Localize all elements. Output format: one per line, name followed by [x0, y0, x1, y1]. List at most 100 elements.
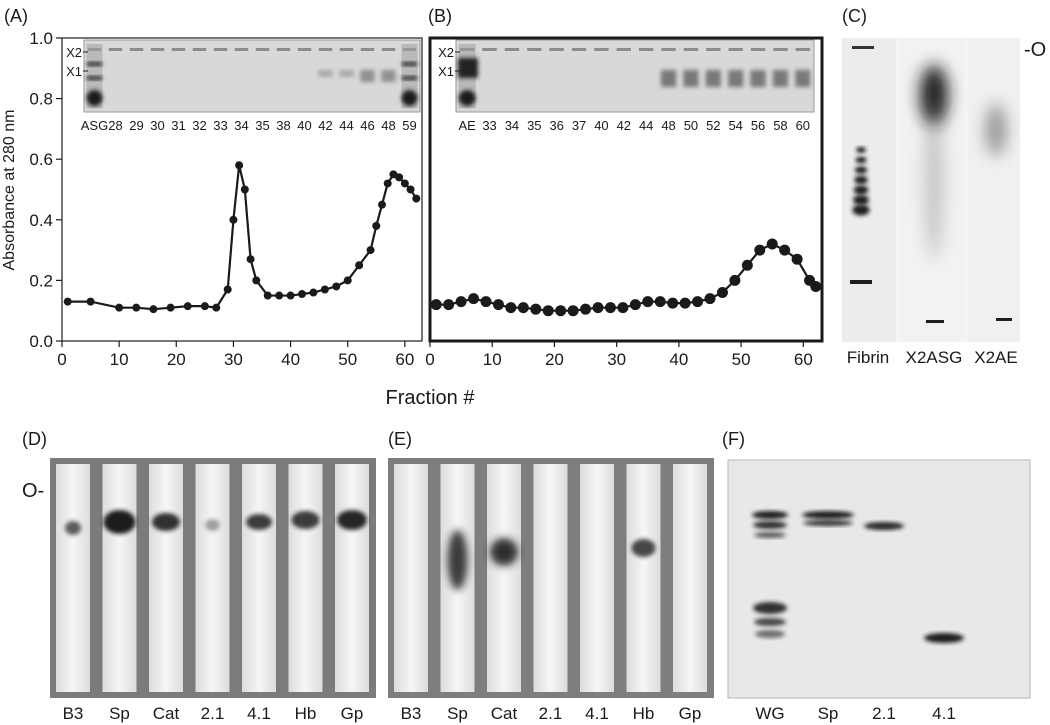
gel-strip	[673, 464, 707, 692]
data-point	[252, 276, 261, 285]
gel-f-bands	[752, 511, 964, 643]
data-point	[580, 303, 592, 315]
data-point	[286, 291, 295, 300]
gel-lane-label: 34	[505, 118, 519, 133]
gel-band	[246, 514, 272, 530]
data-point	[492, 299, 504, 311]
gel-band	[753, 521, 787, 529]
data-point	[212, 303, 221, 312]
gel-c-lane-labels: Fibrin X2ASG X2AE	[847, 348, 1018, 367]
gel-band	[855, 156, 867, 164]
chart-b: X2 X1 AE 33 34 35 36 37 40 42 44 48 50 52 54 56 58 60 0 10…	[425, 36, 824, 369]
gel-band-x2	[706, 48, 721, 51]
chart-a: X2 X1 ASG 28 29 30 31 32 33 34 35 38 40 42 44 46 48 59 0.…	[1, 29, 423, 369]
data-point	[542, 305, 554, 317]
data-point	[366, 246, 375, 255]
gel-strip	[533, 464, 568, 692]
gel-c-lane-x2ae	[968, 38, 1020, 342]
gel-band-x2	[381, 48, 396, 51]
data-point	[378, 200, 386, 209]
gel-band-x1	[318, 70, 333, 77]
x-tick-label: 30	[224, 350, 243, 369]
panel-label-f: (F)	[722, 429, 745, 449]
gel-band	[924, 633, 964, 643]
gel-band-x2	[661, 48, 676, 51]
gel-lane-label: Cat	[153, 704, 180, 723]
data-point	[617, 302, 629, 314]
gel-smear	[920, 65, 948, 125]
gel-lane-label: 44	[339, 118, 353, 133]
gel-lane-label: 29	[129, 118, 143, 133]
data-point	[517, 302, 529, 314]
gel-band-x2	[773, 48, 788, 51]
data-point	[567, 305, 579, 317]
gel-strip	[288, 464, 323, 692]
gel-lane-label: 2.1	[872, 704, 896, 723]
data-point	[704, 293, 716, 305]
gel-lane-label: 31	[171, 118, 185, 133]
gel-band-x1	[750, 70, 766, 87]
data-point	[505, 302, 517, 314]
gel-lane-label: Sp	[109, 704, 130, 723]
gel-band-x1	[660, 70, 677, 87]
data-point	[115, 303, 124, 312]
data-point	[183, 302, 192, 311]
gel-band-x2	[150, 48, 165, 51]
gel-lane-label: 48	[381, 118, 395, 133]
x-tick-label: 30	[607, 350, 626, 369]
gel-c-origin-label: -O	[1024, 39, 1046, 61]
gel-band-x2	[276, 48, 291, 51]
data-point	[468, 293, 480, 305]
gel-band	[926, 320, 944, 323]
gel-band-x2	[234, 48, 249, 51]
gel-c-lane-fibrin	[842, 38, 896, 342]
gel-lane-label: 33	[482, 118, 496, 133]
gel-band-x2	[297, 48, 312, 51]
gel-lane-label: B3	[401, 704, 422, 723]
gel-band-x2	[549, 48, 564, 51]
gel-lane-label: 4.1	[247, 704, 271, 723]
gel-lane-label: 35	[527, 118, 541, 133]
gel-lane-label: 35	[255, 118, 269, 133]
gel-band-x2	[171, 48, 186, 51]
data-point	[455, 296, 467, 308]
gel-lane-label: 59	[402, 118, 416, 133]
data-point	[320, 285, 329, 294]
y-tick-label: 0.4	[29, 211, 53, 230]
gel-band	[850, 280, 872, 284]
gel-band	[854, 175, 868, 185]
y-tick-label: 0.0	[29, 332, 53, 351]
gel-band	[458, 58, 478, 78]
chart-b-series	[430, 238, 822, 317]
data-point	[383, 179, 392, 188]
data-point	[729, 274, 741, 286]
gel-strip	[102, 464, 137, 692]
gel-band	[337, 510, 367, 530]
gel-marker-label-x2: X2	[66, 45, 82, 60]
chart-b-frame	[428, 36, 824, 343]
y-axis-label: Absorbance at 280 nm	[1, 110, 18, 271]
gel-band	[853, 195, 869, 205]
gel-strip	[394, 464, 428, 692]
y-tick-label: 1.0	[29, 29, 53, 48]
gel-lane-label: Hb	[295, 704, 317, 723]
gel-band	[755, 630, 785, 638]
gel-band	[996, 318, 1012, 321]
gel-c-lane-label: Fibrin	[847, 348, 890, 367]
gel-band	[205, 519, 220, 531]
gel-marker-label-x2: X2	[438, 45, 454, 60]
gel-band-x1	[339, 70, 354, 77]
data-point	[555, 305, 567, 317]
gel-band-x2	[213, 48, 228, 51]
gel-band	[152, 513, 180, 531]
gel-strip	[149, 464, 183, 692]
gel-strip	[487, 464, 521, 692]
gel-band	[852, 204, 870, 216]
data-point	[132, 303, 141, 312]
gel-band	[401, 62, 418, 66]
gel-band	[802, 511, 854, 519]
gel-d: B3 Sp Cat 2.1 4.1 Hb Gp	[50, 458, 376, 723]
chart-a-axes	[61, 37, 423, 342]
gel-lane-label: 33	[213, 118, 227, 133]
gel-e-strips	[394, 464, 707, 692]
